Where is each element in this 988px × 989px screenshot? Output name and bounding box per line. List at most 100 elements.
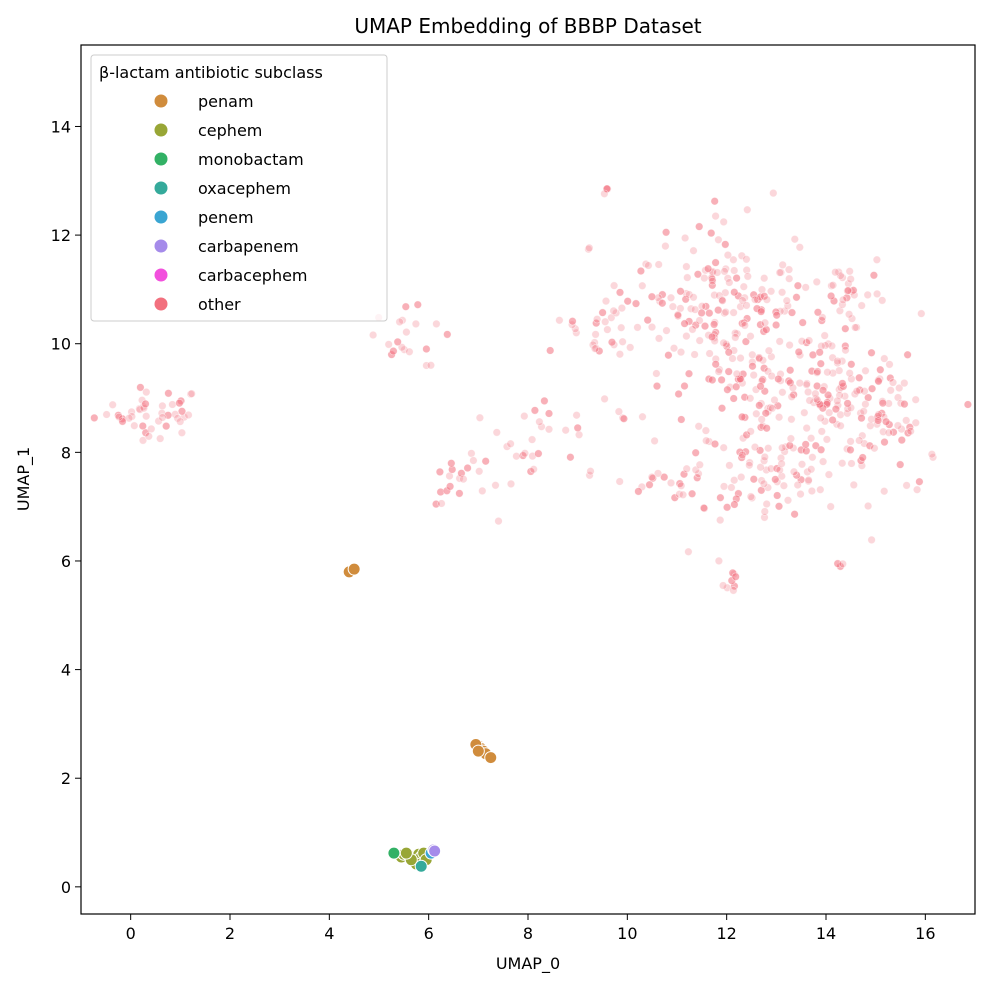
data-point-other bbox=[731, 572, 740, 581]
data-point-other bbox=[435, 467, 445, 477]
data-point-other bbox=[878, 296, 887, 305]
data-point-other bbox=[816, 485, 825, 494]
legend-label-penem: penem bbox=[198, 208, 254, 227]
data-point-other bbox=[686, 304, 696, 313]
data-point-other bbox=[615, 350, 625, 359]
data-point-other bbox=[828, 281, 838, 290]
data-point-other bbox=[812, 368, 822, 377]
data-point-other bbox=[617, 304, 627, 313]
data-point-other bbox=[600, 394, 609, 404]
x-tick-label: 2 bbox=[225, 924, 235, 943]
data-point-other bbox=[405, 347, 414, 356]
legend: β-lactam antibiotic subclass penam cephem… bbox=[90, 54, 388, 322]
data-point-other bbox=[730, 500, 739, 509]
data-point-other bbox=[156, 434, 165, 443]
data-point-other bbox=[767, 371, 776, 381]
data-point-other bbox=[168, 400, 177, 409]
data-point-other bbox=[674, 389, 683, 399]
data-point-other bbox=[723, 274, 732, 283]
data-point-other bbox=[833, 396, 842, 406]
data-point-other bbox=[721, 264, 730, 274]
data-point-other bbox=[566, 453, 575, 462]
data-point-other bbox=[760, 318, 770, 327]
data-point-other bbox=[825, 408, 834, 417]
data-point-other bbox=[469, 456, 478, 465]
data-point-other bbox=[135, 404, 144, 413]
data-point-other bbox=[813, 308, 823, 317]
data-point-other bbox=[661, 242, 670, 251]
data-point-other bbox=[846, 437, 855, 446]
data-point-other bbox=[652, 382, 662, 391]
data-point-other bbox=[676, 348, 686, 357]
data-point-other bbox=[786, 434, 796, 443]
data-point-other bbox=[695, 336, 704, 345]
data-point-other bbox=[684, 547, 693, 556]
data-point-other bbox=[710, 197, 719, 206]
data-point-other bbox=[677, 415, 686, 424]
data-point-other bbox=[792, 293, 801, 302]
data-point-other bbox=[755, 446, 765, 455]
data-point-other bbox=[426, 361, 436, 370]
data-point-other bbox=[770, 395, 779, 405]
data-point-other bbox=[645, 480, 654, 489]
data-point-other bbox=[742, 255, 751, 264]
data-point-other bbox=[730, 288, 739, 297]
data-point-other bbox=[860, 387, 869, 396]
data-point-other bbox=[817, 316, 826, 325]
data-point-other bbox=[928, 453, 938, 462]
data-point-other bbox=[572, 328, 581, 337]
data-point-other bbox=[732, 369, 742, 379]
data-point-other bbox=[764, 346, 774, 355]
data-point-other bbox=[778, 388, 787, 397]
chart-title: UMAP Embedding of BBBP Dataset bbox=[354, 14, 701, 38]
data-point-other bbox=[700, 274, 709, 283]
data-point-other bbox=[746, 394, 755, 403]
data-point-other bbox=[719, 482, 729, 491]
data-point-other bbox=[689, 293, 698, 302]
data-point-other bbox=[572, 411, 581, 420]
data-point-other bbox=[730, 476, 739, 485]
y-tick-label: 4 bbox=[61, 661, 71, 680]
data-point-other bbox=[690, 350, 699, 359]
data-point-other bbox=[880, 487, 889, 496]
data-point-other bbox=[661, 228, 671, 237]
data-point-other bbox=[446, 482, 455, 491]
legend-label-penam: penam bbox=[198, 92, 254, 111]
data-point-other bbox=[746, 492, 756, 501]
data-point-other bbox=[561, 426, 570, 435]
data-point-other bbox=[494, 516, 503, 526]
data-point-other bbox=[812, 277, 821, 287]
x-tick-label: 10 bbox=[617, 924, 637, 943]
data-point-other bbox=[700, 322, 710, 331]
data-point-other bbox=[666, 478, 676, 488]
data-point-other bbox=[818, 386, 828, 395]
data-point-other bbox=[786, 378, 795, 387]
data-point-other bbox=[837, 357, 847, 366]
data-point-other bbox=[687, 489, 697, 498]
data-point-other bbox=[775, 268, 784, 277]
data-point-other bbox=[125, 414, 134, 423]
data-point-other bbox=[680, 319, 689, 328]
data-point-other bbox=[760, 452, 769, 462]
data-point-other bbox=[808, 350, 818, 360]
data-point-other bbox=[682, 332, 691, 341]
data-point-other bbox=[800, 408, 809, 417]
data-point-other bbox=[598, 308, 607, 317]
data-point-other bbox=[805, 396, 814, 405]
data-point-other bbox=[142, 388, 151, 397]
legend-marker-carbapenem bbox=[154, 239, 168, 253]
data-point-other bbox=[847, 314, 857, 323]
data-point-cephem bbox=[399, 846, 413, 860]
legend-items: penam cephem monobactam oxacephem penem carba… bbox=[154, 92, 308, 314]
data-point-other bbox=[906, 427, 915, 436]
data-point-other bbox=[872, 289, 882, 299]
data-point-other bbox=[187, 389, 196, 398]
y-tick-label: 8 bbox=[61, 443, 71, 462]
data-point-other bbox=[617, 323, 626, 332]
data-point-other bbox=[177, 428, 186, 437]
data-point-other bbox=[771, 320, 781, 330]
data-point-other bbox=[774, 502, 784, 511]
data-point-other bbox=[836, 421, 845, 430]
data-point-other bbox=[833, 358, 842, 368]
data-point-other bbox=[838, 459, 847, 468]
